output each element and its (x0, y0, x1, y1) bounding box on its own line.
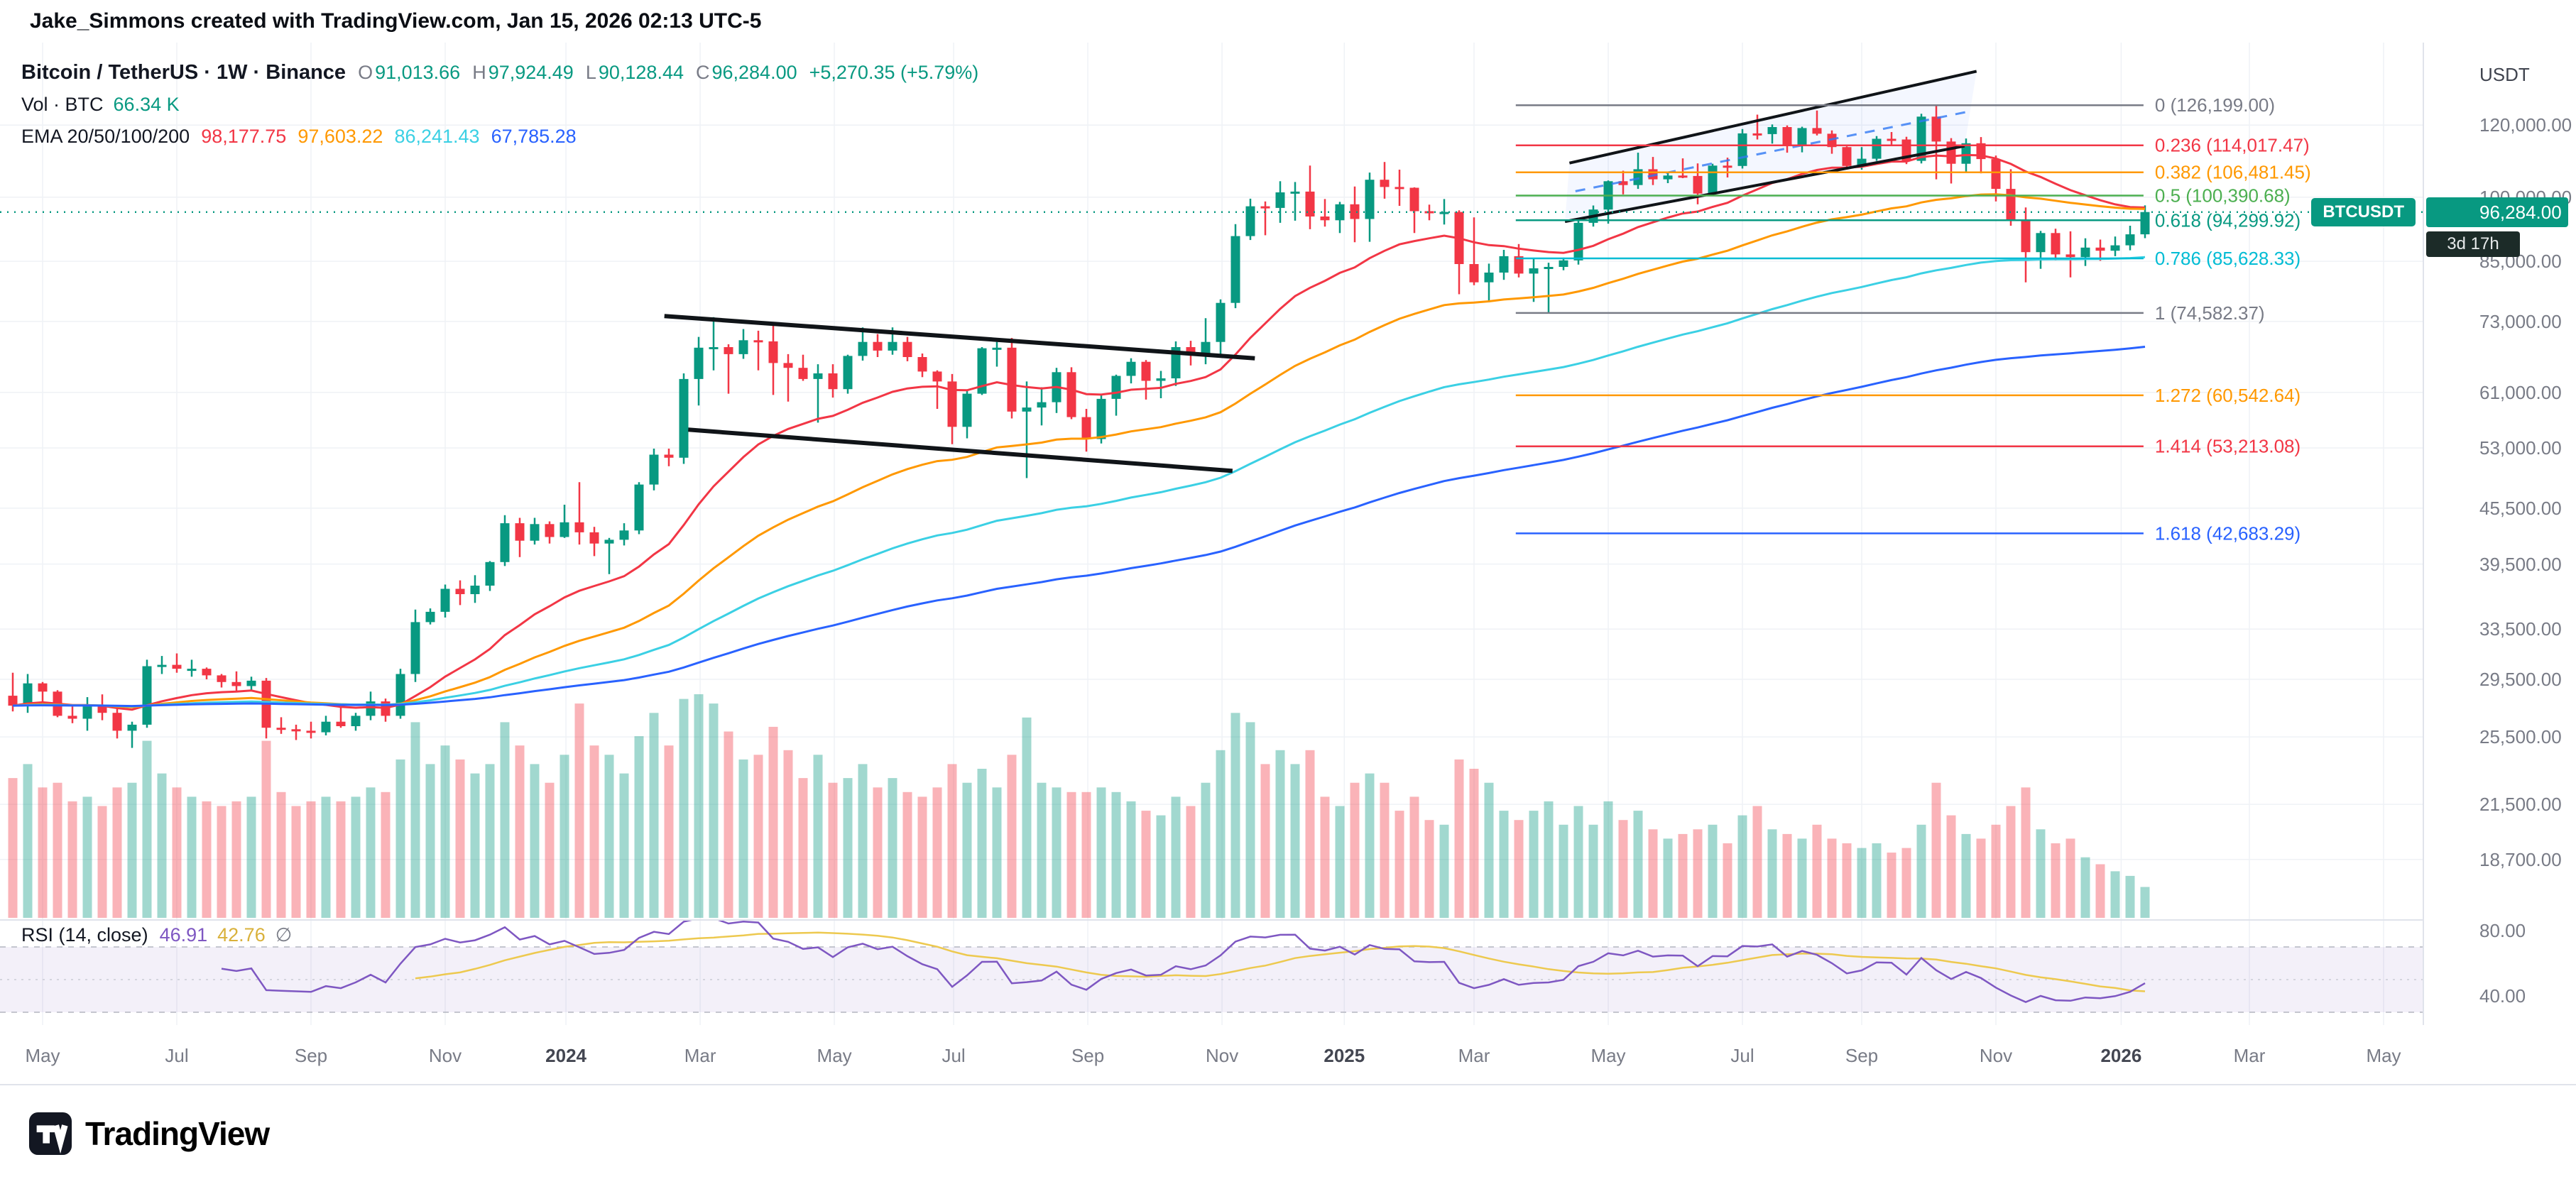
volume-value: 66.34 K (113, 94, 180, 115)
time-axis-label: 2025 (1324, 1045, 1365, 1066)
rsi-ma-value: 42.76 (217, 924, 266, 946)
tradingview-logo-icon[interactable] (28, 1112, 72, 1156)
current-price-value: 96,284.00 (2479, 201, 2562, 223)
rsi-axis-label: 40.00 (2479, 985, 2526, 1007)
ema-lines (12, 153, 2146, 711)
time-axis-label: May (1590, 1045, 1626, 1066)
price-axis-label: 45,500.00 (2479, 497, 2562, 519)
price-axis-label: 73,000.00 (2479, 310, 2562, 332)
rsi-ma-line (415, 931, 2146, 992)
chart-legend: Bitcoin / TetherUS · 1W · Binance O 91,01… (21, 57, 978, 153)
ohlc-key: H (472, 62, 486, 83)
current-price-badge: 96,284.00 (2426, 197, 2568, 227)
ohlc-value: 90,128.44 (598, 62, 684, 83)
symbol-legend-row[interactable]: Bitcoin / TetherUS · 1W · Binance O 91,01… (21, 57, 978, 89)
fib-retracement[interactable]: 0 (126,199.00) 0.236 (114,017.47) 0.382 (1… (1515, 94, 2311, 544)
time-axis-label: Sep (1845, 1045, 1879, 1066)
chart-frame-bottom (0, 1084, 2576, 1085)
time-axis[interactable]: May Jul Sep Nov 2024 Mar May Jul Sep Nov 2025 Mar Ma… (0, 1025, 2576, 1084)
rsi-plot (0, 919, 2423, 1013)
pane-separator[interactable] (0, 919, 2576, 921)
time-axis-label: Jul (1730, 1045, 1754, 1066)
price-axis-separ (2423, 43, 2424, 1084)
rsi-value: 46.91 (159, 924, 208, 946)
rsi-title: RSI (14, close) (21, 924, 148, 946)
rsi-line (221, 919, 2146, 1003)
fib-level-label: 1.414 (53,213.08) (2155, 436, 2301, 457)
trend-channels[interactable] (664, 70, 1977, 473)
symbol-title: Bitcoin / TetherUS · 1W · Binance (21, 61, 346, 84)
attribution-text: Jake_Simmons created with TradingView.co… (30, 9, 762, 33)
price-axis-label: 61,000.00 (2479, 381, 2562, 403)
time-axis-label: 2024 (545, 1045, 587, 1066)
price-axis-label: 29,500.00 (2479, 669, 2562, 690)
time-axis-label: Sep (294, 1045, 328, 1066)
ema-value: 67,785.28 (491, 126, 577, 147)
volume-label: Vol · BTC (21, 94, 104, 115)
price-axis-label: 18,700.00 (2479, 848, 2562, 870)
ohlc-value: 96,284.00 (711, 62, 797, 83)
symbol-price-pill: BTCUSDT (2311, 197, 2416, 226)
time-axis-label: May (25, 1045, 60, 1066)
price-axis-label: 33,500.00 (2479, 618, 2562, 640)
candles[interactable] (8, 105, 2150, 748)
price-axis-label: 120,000.00 (2479, 114, 2572, 136)
fib-level-label: 0.236 (114,017.47) (2155, 135, 2310, 156)
bar-countdown-value: 3d 17h (2447, 234, 2499, 253)
ema-value: 97,603.22 (298, 126, 383, 147)
rsi-legend-row[interactable]: RSI (14, close) 46.91 42.76 ∅ (21, 924, 292, 946)
fib-level-label: 0.618 (94,299.92) (2155, 209, 2301, 231)
time-axis-label: 2026 (2100, 1045, 2142, 1066)
ohlc-key: C (695, 62, 710, 83)
ohlc-key: L (585, 62, 596, 83)
fib-level-label: 1.618 (42,683.29) (2155, 522, 2301, 544)
time-axis-label: May (817, 1045, 852, 1066)
time-axis-label: Mar (2233, 1045, 2266, 1066)
ema-value: 86,241.43 (394, 126, 480, 147)
rising-wedge-fill (1565, 71, 1977, 222)
ohlc-value: 91,013.66 (375, 62, 461, 83)
price-axis-label: 39,500.00 (2479, 553, 2562, 575)
fib-level-label: 1 (74,582.37) (2155, 302, 2265, 324)
time-axis-label: Jul (165, 1045, 189, 1066)
time-axis-label: Nov (1205, 1045, 1239, 1066)
change-value: +5,270.35 (+5.79%) (809, 62, 979, 83)
price-chart-canvas[interactable]: 0 (126,199.00) 0.236 (114,017.47) 0.382 (1… (0, 0, 2423, 1084)
time-axis-label: Sep (1071, 1045, 1105, 1066)
time-axis-label: Nov (428, 1045, 462, 1066)
ema-value: 98,177.75 (201, 126, 287, 147)
time-axis-label: May (2366, 1045, 2401, 1066)
ohlc-values: O 91,013.66 H 97,924.49 L 90,128.44 C 96,284.00 (346, 62, 797, 84)
price-axis-label: 25,500.00 (2479, 726, 2562, 748)
price-axis-label: 53,000.00 (2479, 437, 2562, 459)
price-axis-label: 21,500.00 (2479, 794, 2562, 816)
time-axis-label: Nov (1979, 1045, 2013, 1066)
fib-level-label: 0.5 (100,390.68) (2155, 185, 2291, 207)
fib-level-label: 0.382 (106,481.45) (2155, 162, 2311, 183)
bar-countdown-badge: 3d 17h (2426, 231, 2520, 257)
axis-currency-label[interactable]: USDT (2479, 64, 2530, 85)
fib-level-label: 0 (126,199.00) (2155, 94, 2275, 116)
time-axis-label: Jul (942, 1045, 966, 1066)
time-axis-label: Mar (1458, 1045, 1490, 1066)
footer: TradingView (28, 1102, 270, 1166)
attribution-bar: Jake_Simmons created with TradingView.co… (0, 0, 2576, 43)
volume-bars (8, 694, 2150, 919)
ema-legend-row[interactable]: EMA 20/50/100/200 98,177.75 97,603.22 86,2… (21, 121, 978, 153)
fib-level-label: 1.272 (60,542.64) (2155, 385, 2301, 406)
rsi-axis-label: 80.00 (2479, 920, 2526, 941)
ema-values: 98,177.75 97,603.22 86,241.43 67,785.28 (190, 126, 577, 148)
ohlc-key: O (358, 62, 373, 83)
symbol-pill-label: BTCUSDT (2323, 202, 2404, 221)
ohlc-value: 97,924.49 (488, 62, 574, 83)
tradingview-wordmark[interactable]: TradingView (85, 1115, 270, 1152)
volume-legend-row[interactable]: Vol · BTC 66.34 K (21, 89, 978, 121)
price-axis[interactable]: USDT 120,000.00100,000.0085,000.0073,000… (2424, 43, 2576, 1084)
ema-label: EMA 20/50/100/200 (21, 126, 190, 147)
fib-level-label: 0.786 (85,628.33) (2155, 248, 2301, 269)
rsi-empty-icon: ∅ (275, 924, 293, 946)
time-axis-label: Mar (684, 1045, 716, 1066)
wedge-median-line (1575, 110, 1971, 192)
